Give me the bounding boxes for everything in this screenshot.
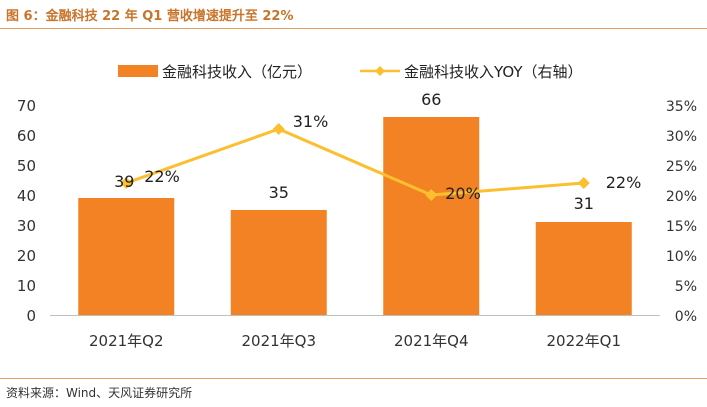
yoy-value-label: 20% (445, 184, 481, 203)
x-tick-label: 2022年Q1 (546, 332, 621, 350)
legend-marker-line (375, 66, 385, 76)
y-left-tick-label: 30 (17, 217, 36, 235)
y-right-tick-label: 10% (666, 249, 697, 265)
y-left-tick-label: 0 (26, 307, 36, 325)
bottom-divider (0, 378, 707, 379)
y-right-tick-label: 35% (666, 99, 697, 115)
y-left-tick-label: 10 (17, 277, 36, 295)
yoy-value-label: 31% (293, 112, 329, 131)
yoy-value-label: 22% (606, 173, 642, 192)
yoy-marker (425, 189, 438, 201)
y-right-tick-label: 20% (666, 189, 697, 205)
yoy-line (125, 127, 584, 197)
bar (383, 117, 480, 315)
bar-value-label: 66 (421, 90, 441, 109)
x-tick-label: 2021年Q3 (241, 332, 316, 350)
yoy-marker (120, 177, 133, 189)
y-left-tick-label: 50 (17, 157, 36, 175)
source-note: 资料来源：Wind、天风证券研究所 (6, 386, 193, 400)
y-left-tick-label: 20 (17, 247, 36, 265)
bar (535, 222, 632, 315)
bar-value-label: 35 (269, 183, 289, 202)
x-tick-label: 2021年Q4 (394, 332, 469, 350)
y-left-tick-label: 70 (17, 97, 36, 115)
yoy-marker (577, 177, 590, 189)
bar (78, 198, 175, 315)
y-right-tick-label: 5% (675, 279, 697, 295)
legend-swatch-bars (118, 65, 158, 77)
chart: 金融科技收入（亿元） 金融科技收入YOY（右轴） 0 10 20 30 40 50 60 70 0%… (17, 63, 697, 350)
y-left-tick-label: 40 (17, 187, 36, 205)
bar-value-label: 31 (574, 194, 594, 213)
y-right-tick-label: 25% (666, 159, 697, 175)
x-tick-label: 2021年Q2 (89, 332, 164, 350)
top-divider (0, 28, 707, 29)
yoy-value-label: 22% (144, 167, 180, 186)
y-right-tick-label: 0% (675, 309, 697, 325)
y-right-tick-label: 15% (666, 219, 697, 235)
legend-label-bars: 金融科技收入（亿元） (162, 63, 312, 81)
yoy-marker (272, 123, 285, 135)
legend-label-line: 金融科技收入YOY（右轴） (404, 63, 583, 81)
y-left-tick-label: 60 (17, 127, 36, 145)
y-right-tick-label: 30% (666, 129, 697, 145)
figure-title: 图 6：金融科技 22 年 Q1 营收增速提升至 22% (6, 9, 294, 24)
bar (230, 210, 327, 315)
bar-value-label: 39 (114, 172, 134, 191)
